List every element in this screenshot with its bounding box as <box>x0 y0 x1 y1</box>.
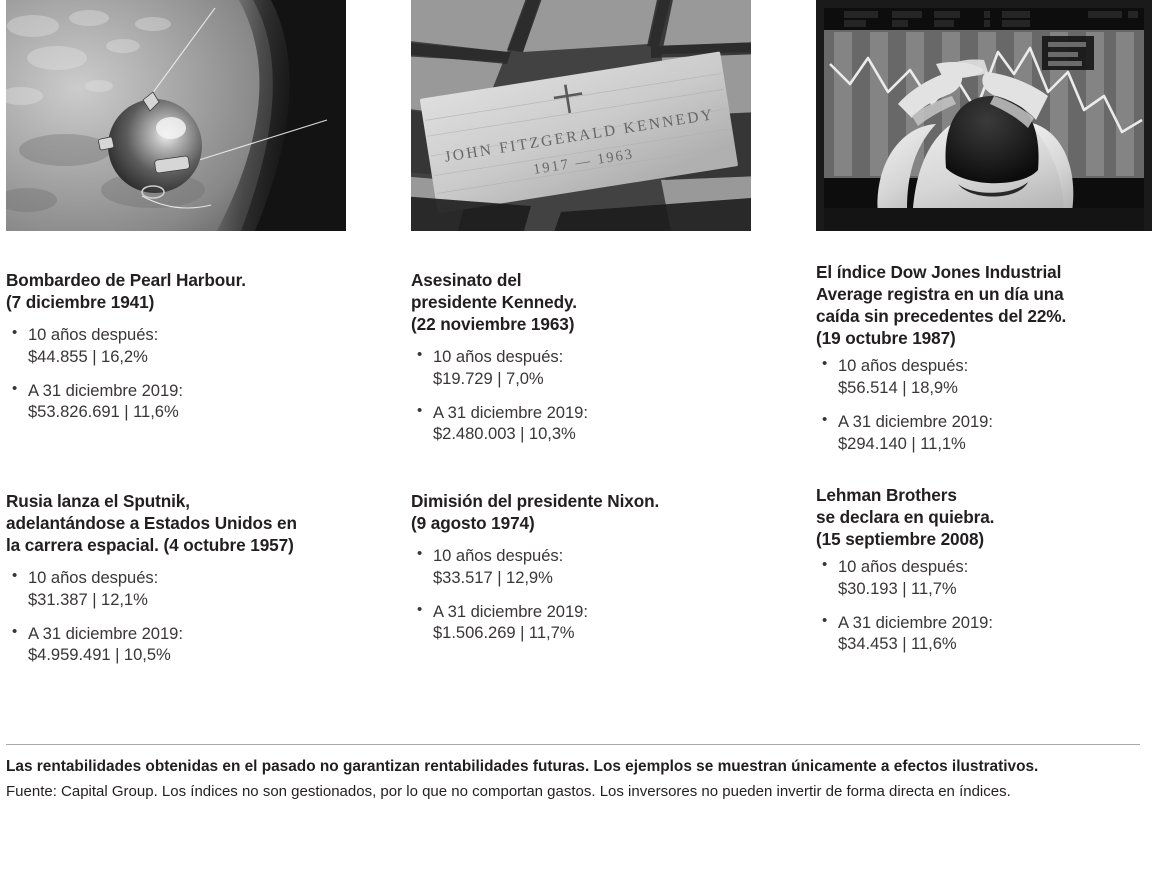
event-title: Asesinato del presidente Kennedy. (22 no… <box>411 270 577 335</box>
list-item: A 31 diciembre 2019: $2.480.003 | 10,3% <box>411 401 751 445</box>
stat-value: $1.506.269 | 11,7% <box>433 623 575 643</box>
event-stats-list: 10 años después: $56.514 | 18,9% A 31 di… <box>816 354 1152 454</box>
event-card-body: El índice Dow Jones Industrial Average r… <box>816 231 1152 454</box>
event-title: Rusia lanza el Sputnik, adelantándose a … <box>6 490 297 556</box>
list-item: 10 años después: $44.855 | 16,2% <box>6 323 346 367</box>
event-title: Bombardeo de Pearl Harbour. (7 diciembre… <box>6 270 246 313</box>
stat-label: A 31 diciembre 2019: <box>433 403 588 423</box>
event-title: Dimisión del presidente Nixon. (9 agosto… <box>411 490 660 534</box>
footer: Las rentabilidades obtenidas en el pasad… <box>6 744 1140 801</box>
stat-label: 10 años después: <box>838 356 969 376</box>
stat-label: 10 años después: <box>28 325 159 345</box>
stat-label: A 31 diciembre 2019: <box>433 601 588 621</box>
footer-source: Fuente: Capital Group. Los índices no so… <box>6 782 1011 800</box>
sputnik-satellite-photo <box>6 0 346 231</box>
event-card-sputnik: Rusia lanza el Sputnik, adelantándose a … <box>6 454 346 666</box>
event-card-lehman-brothers: Lehman Brothers se declara en quiebra. (… <box>816 454 1152 666</box>
event-card-body: Bombardeo de Pearl Harbour. (7 diciembre… <box>6 231 346 423</box>
stat-value: $56.514 | 18,9% <box>838 377 958 397</box>
list-item: 10 años después: $31.387 | 12,1% <box>6 566 346 610</box>
event-stats-list: 10 años después: $31.387 | 12,1% A 31 di… <box>6 566 346 666</box>
stat-value: $4.959.491 | 10,5% <box>28 645 171 665</box>
stat-value: $31.387 | 12,1% <box>28 589 148 609</box>
list-item: A 31 diciembre 2019: $294.140 | 11,1% <box>816 410 1152 454</box>
event-stats-list: 10 años después: $33.517 | 12,9% A 31 di… <box>411 544 751 644</box>
event-card-body: Lehman Brothers se declara en quiebra. (… <box>816 454 1152 655</box>
list-item: 10 años después: $30.193 | 11,7% <box>816 555 1152 599</box>
stat-label: A 31 diciembre 2019: <box>28 624 183 643</box>
stat-label: 10 años después: <box>433 546 564 566</box>
event-title: El índice Dow Jones Industrial Average r… <box>816 262 1067 349</box>
events-grid: Bombardeo de Pearl Harbour. (7 diciembre… <box>6 0 1152 666</box>
stat-label: 10 años después: <box>838 557 969 577</box>
event-card-pearl-harbour: Bombardeo de Pearl Harbour. (7 diciembre… <box>6 0 346 454</box>
list-item: A 31 diciembre 2019: $53.826.691 | 11,6% <box>6 379 346 423</box>
stat-label: 10 años después: <box>28 568 159 588</box>
event-stats-list: 10 años después: $30.193 | 11,7% A 31 di… <box>816 555 1152 655</box>
list-item: 10 años después: $56.514 | 18,9% <box>816 354 1152 398</box>
stat-value: $19.729 | 7,0% <box>433 368 544 388</box>
event-card-dow-jones-1987: El índice Dow Jones Industrial Average r… <box>816 0 1152 454</box>
stat-value: $30.193 | 11,7% <box>838 578 957 598</box>
event-stats-list: 10 años después: $44.855 | 16,2% A 31 di… <box>6 323 346 423</box>
stat-label: A 31 diciembre 2019: <box>28 380 183 400</box>
stat-value: $53.826.691 | 11,6% <box>28 402 179 422</box>
event-stats-list: 10 años después: $19.729 | 7,0% A 31 dic… <box>411 345 751 445</box>
stat-value: $2.480.003 | 10,3% <box>433 424 576 444</box>
stock-trader-crash-photo <box>816 0 1152 231</box>
footer-divider <box>6 744 1140 745</box>
stat-value: $44.855 | 16,2% <box>28 346 148 366</box>
event-card-kennedy: JOHN FITZGERALD KENNEDY 1917 — 1963 Ases… <box>411 0 751 454</box>
event-card-nixon: Dimisión del presidente Nixon. (9 agosto… <box>411 454 751 666</box>
event-card-body: Dimisión del presidente Nixon. (9 agosto… <box>411 454 751 644</box>
list-item: A 31 diciembre 2019: $1.506.269 | 11,7% <box>411 600 751 644</box>
list-item: 10 años después: $19.729 | 7,0% <box>411 345 751 389</box>
footer-disclaimer: Las rentabilidades obtenidas en el pasad… <box>6 758 1039 775</box>
event-card-body: Asesinato del presidente Kennedy. (22 no… <box>411 231 751 445</box>
list-item: A 31 diciembre 2019: $4.959.491 | 10,5% <box>6 622 346 666</box>
stat-value: $294.140 | 11,1% <box>838 433 966 453</box>
stat-value: $34.453 | 11,6% <box>838 634 957 654</box>
list-item: 10 años después: $33.517 | 12,9% <box>411 544 751 588</box>
kennedy-grave-photo: JOHN FITZGERALD KENNEDY 1917 — 1963 <box>411 0 751 231</box>
stat-label: A 31 diciembre 2019: <box>838 412 993 432</box>
stat-value: $33.517 | 12,9% <box>433 567 553 587</box>
list-item: A 31 diciembre 2019: $34.453 | 11,6% <box>816 611 1152 655</box>
event-card-body: Rusia lanza el Sputnik, adelantándose a … <box>6 454 346 666</box>
stat-label: A 31 diciembre 2019: <box>838 613 993 632</box>
stat-label: 10 años después: <box>433 347 564 367</box>
event-title: Lehman Brothers se declara en quiebra. (… <box>816 484 995 550</box>
